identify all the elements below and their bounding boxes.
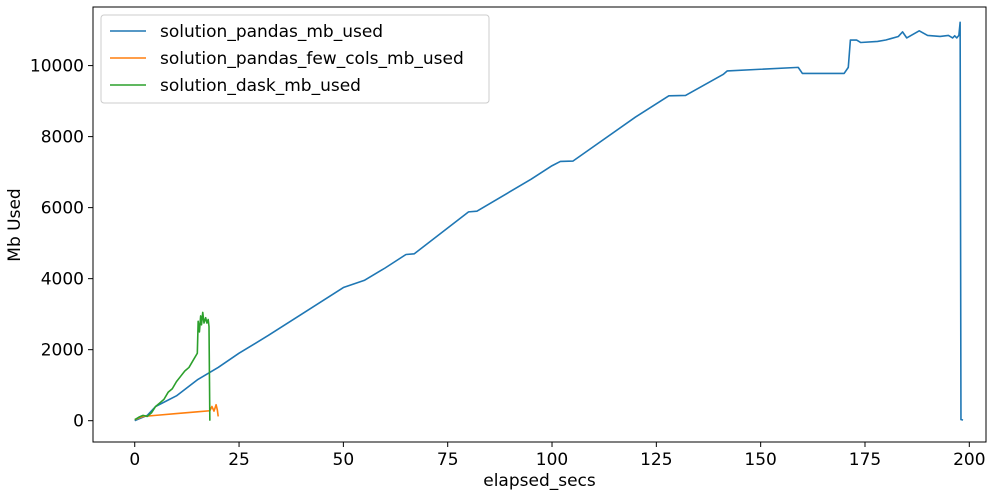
x-tick-label: 200 xyxy=(953,450,985,470)
x-tick-label: 75 xyxy=(437,450,459,470)
y-tick-label: 2000 xyxy=(41,341,84,361)
tick-layer: 0 25 50 75 100 125 150 175 200020004000600080001… xyxy=(30,57,986,470)
legend-label: solution_pandas_few_cols_mb_used xyxy=(160,49,464,69)
legend: solution_pandas_mb_used solution_pandas_f… xyxy=(100,14,490,104)
series-line-1 xyxy=(134,21,964,422)
legend-label: solution_dask_mb_used xyxy=(160,76,361,96)
x-axis-label: elapsed_secs xyxy=(483,471,596,491)
x-tick-label: 125 xyxy=(640,450,672,470)
y-tick-label: 8000 xyxy=(41,128,84,148)
x-tick-label: 175 xyxy=(849,450,881,470)
x-tick-label: 50 xyxy=(333,450,355,470)
x-tick-label: 25 xyxy=(228,450,250,470)
legend-box xyxy=(100,14,490,104)
y-axis-label: Mb Used xyxy=(5,188,25,261)
x-tick-label: 150 xyxy=(744,450,776,470)
series-line-3 xyxy=(134,311,211,421)
y-tick-label: 0 xyxy=(73,412,84,432)
legend-label: solution_pandas_mb_used xyxy=(160,22,383,42)
x-tick-label: 100 xyxy=(536,450,568,470)
y-tick-label: 4000 xyxy=(41,270,84,290)
x-tick-label: 0 xyxy=(129,450,140,470)
y-tick-label: 6000 xyxy=(41,199,84,219)
series-layer xyxy=(134,21,964,422)
y-tick-label: 10000 xyxy=(30,57,84,77)
